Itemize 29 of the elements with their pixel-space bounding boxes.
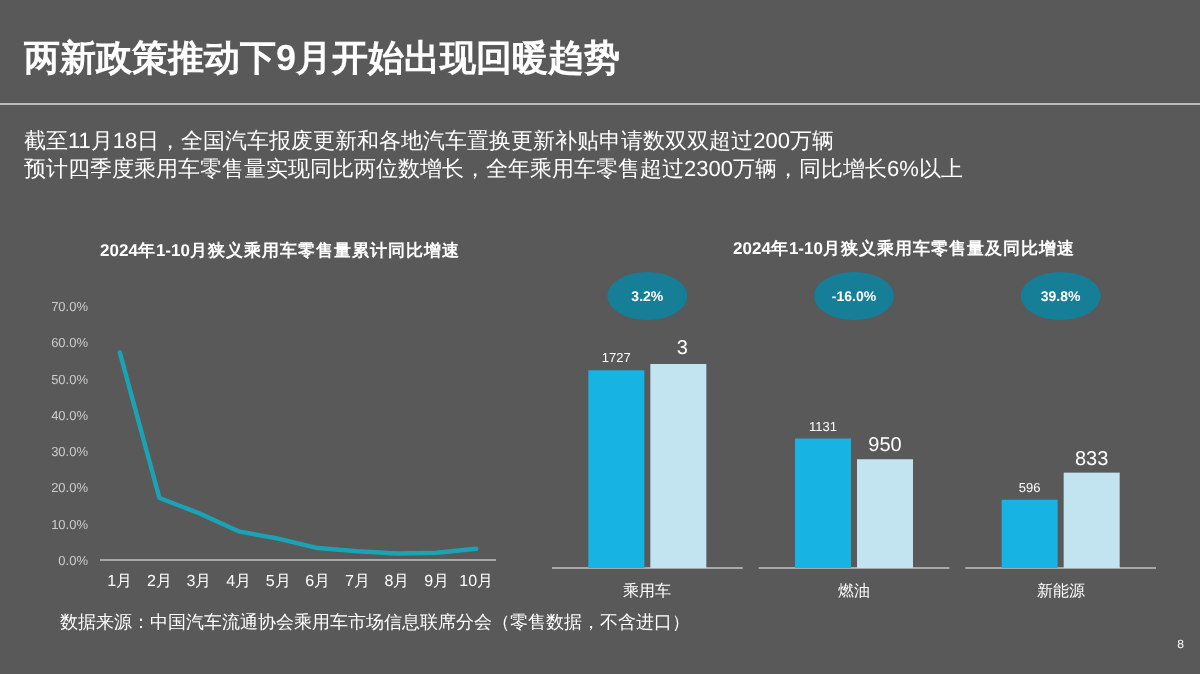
bar: [1001, 499, 1058, 568]
source-note: 数据来源：中国汽车流通协会乘用车市场信息联席分会（零售数据，不含进口）: [60, 612, 690, 632]
chart-title: 2024年1-10月狭义乘用车零售量累计同比增速: [100, 240, 462, 260]
bar: [795, 438, 851, 568]
text: 3: [676, 338, 689, 360]
x-tick-label: 2月: [146, 572, 172, 590]
x-tick-label: 1月: [107, 572, 133, 590]
chart-title: 2024年1-10月狭义乘用车零售量及同比增速: [733, 238, 1077, 258]
x-tick-label: 燃油: [838, 582, 870, 600]
bar: [1063, 472, 1120, 568]
text: 截至11月18日，全国汽车报废更新和各地汽车置换更新补贴申请数双双超过200万辆: [24, 128, 835, 154]
bar: [857, 459, 913, 568]
bar: [650, 364, 707, 568]
x-tick-label: 乘用车: [623, 582, 672, 600]
x-tick-label: 7月: [344, 572, 370, 590]
x-tick-label: 6月: [305, 572, 331, 590]
x-tick-label: 新能源: [1036, 582, 1085, 600]
x-tick-label: 9月: [424, 572, 450, 590]
text: 两新政策推动下9月开始出现回暖趋势: [22, 38, 621, 78]
bar: [588, 370, 645, 568]
x-tick-label: 3月: [186, 572, 212, 590]
x-tick-label: 4月: [226, 572, 252, 590]
data-label: 833: [1074, 448, 1110, 471]
line-series: [117, 350, 479, 556]
data-label: 950: [868, 435, 903, 458]
x-tick-label: 10月: [459, 572, 494, 590]
x-tick-label: 8月: [384, 572, 410, 590]
text: 预计四季度乘用车零售量实现同比两位数增长，全年乘用车零售超过2300万辆，同比增长6%以上: [24, 156, 963, 182]
x-tick-label: 5月: [265, 572, 291, 590]
